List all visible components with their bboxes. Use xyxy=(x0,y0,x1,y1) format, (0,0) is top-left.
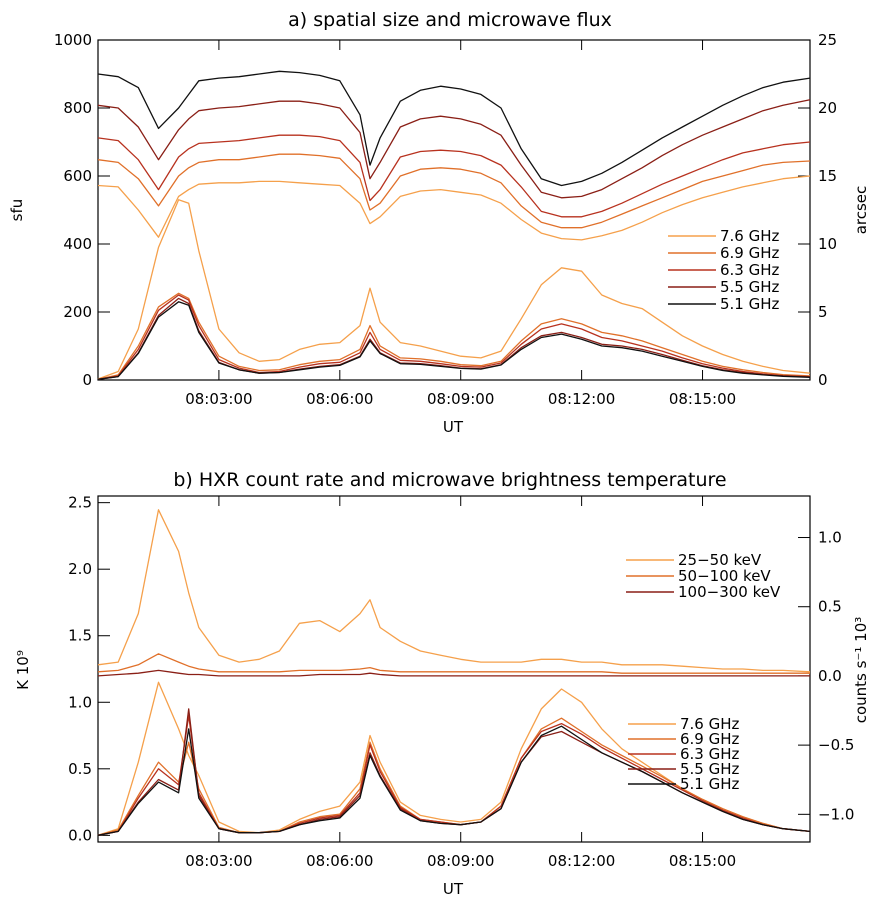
panel-b-ylabel: K 10⁹ xyxy=(14,650,32,690)
series-line-size-7-6-ghz xyxy=(97,175,811,241)
y-tick-label: 1000 xyxy=(54,31,92,49)
legend-label: 50−100 keV xyxy=(678,567,771,585)
panel-b-frame xyxy=(97,495,811,843)
y-tick-label: 1.0 xyxy=(68,693,92,711)
x-tick-label: 08:09:00 xyxy=(427,390,494,408)
y-tick-label: 2.5 xyxy=(68,494,92,512)
y-tick-label: 800 xyxy=(63,99,92,117)
series-line-size-6-3-ghz xyxy=(97,134,811,218)
series-line-size-5-5-ghz xyxy=(97,99,811,199)
x-tick-label: 08:06:00 xyxy=(306,852,373,870)
panel-a-title: a) spatial size and microwave flux xyxy=(288,9,612,31)
legend-label: 6.9 GHz xyxy=(680,730,740,748)
x-tick-label: 08:06:00 xyxy=(306,390,373,408)
x-tick-label: 08:03:00 xyxy=(185,390,252,408)
y2-tick-label: 20 xyxy=(818,99,837,117)
y2-tick-label: 15 xyxy=(818,167,837,185)
x-tick-label: 08:03:00 xyxy=(185,852,252,870)
legend-label: 25−50 keV xyxy=(678,551,762,569)
panel-a-ylabel: sfu xyxy=(8,199,26,222)
legend-label: 6.3 GHz xyxy=(720,261,780,279)
x-tick-label: 08:12:00 xyxy=(548,852,615,870)
series-line-25-50-kev xyxy=(97,509,811,673)
y2-tick-label: 0 xyxy=(818,371,828,389)
legend-label: 6.3 GHz xyxy=(680,745,740,763)
y2-tick-label: −1.0 xyxy=(818,805,854,823)
series-line-6-9-ghz xyxy=(97,292,811,380)
series-line-5-1-ghz xyxy=(97,725,811,836)
legend-label: 7.6 GHz xyxy=(680,715,740,733)
series-line-7-6-ghz xyxy=(97,199,811,380)
x-tick-label: 08:15:00 xyxy=(669,852,736,870)
legend-label: 100−300 keV xyxy=(678,583,781,601)
series-line-5-5-ghz xyxy=(97,297,811,380)
y-tick-label: 2.0 xyxy=(68,560,92,578)
panel-b-lines xyxy=(97,509,811,836)
panel-a-frame xyxy=(97,39,811,381)
series-line-5-1-ghz xyxy=(97,301,811,380)
panel-a: a) spatial size and microwave flux 08:03… xyxy=(8,9,870,436)
series-line-size-5-1-ghz xyxy=(97,70,811,187)
y-tick-label: 600 xyxy=(63,167,92,185)
panel-b-xlabel: UT xyxy=(443,880,464,898)
y2-tick-label: 10 xyxy=(818,235,837,253)
panel-b-y2label: counts s⁻¹ 10³ xyxy=(852,617,870,724)
legend-label: 5.1 GHz xyxy=(720,295,780,313)
x-tick-label: 08:09:00 xyxy=(427,852,494,870)
panel-a-xlabel: UT xyxy=(443,418,464,436)
series-line-6-3-ghz xyxy=(97,714,811,836)
y2-tick-label: 25 xyxy=(818,31,837,49)
panel-a-y2label: arcsec xyxy=(852,186,870,235)
y2-tick-label: 5 xyxy=(818,303,828,321)
legend-label: 5.5 GHz xyxy=(680,760,740,778)
y-tick-label: 0.0 xyxy=(68,826,92,844)
panel-b-title: b) HXR count rate and microwave brightne… xyxy=(173,469,726,491)
x-tick-label: 08:12:00 xyxy=(548,390,615,408)
panel-b-ticks: 08:03:00 08:06:00 08:09:00 08:12:00 08:15:00… xyxy=(68,494,854,870)
y-tick-label: 200 xyxy=(63,303,92,321)
y2-tick-label: 1.0 xyxy=(818,529,842,547)
x-tick-label: 08:15:00 xyxy=(669,390,736,408)
panel-a-lines xyxy=(97,70,811,380)
series-line-100-300-kev xyxy=(97,669,810,677)
legend-label: 7.6 GHz xyxy=(720,227,780,245)
legend-label: 5.5 GHz xyxy=(720,278,780,296)
series-line-50-100-kev xyxy=(97,653,810,674)
y2-tick-label: 0.5 xyxy=(818,598,842,616)
y-tick-label: 0 xyxy=(82,371,92,389)
y2-tick-label: 0.0 xyxy=(818,667,842,685)
y-tick-label: 400 xyxy=(63,235,92,253)
panel-b: b) HXR count rate and microwave brightne… xyxy=(14,469,870,898)
series-line-size-6-9-ghz xyxy=(97,153,811,229)
panel-a-ticks: 08:03:00 08:06:00 08:09:00 08:12:00 08:15:00… xyxy=(54,31,837,408)
y-tick-label: 1.5 xyxy=(68,627,92,645)
legend-label: 5.1 GHz xyxy=(680,775,740,793)
legend-label: 6.9 GHz xyxy=(720,244,780,262)
y2-tick-label: −0.5 xyxy=(818,736,854,754)
y-tick-label: 0.5 xyxy=(68,760,92,778)
series-line-6-3-ghz xyxy=(97,294,811,380)
